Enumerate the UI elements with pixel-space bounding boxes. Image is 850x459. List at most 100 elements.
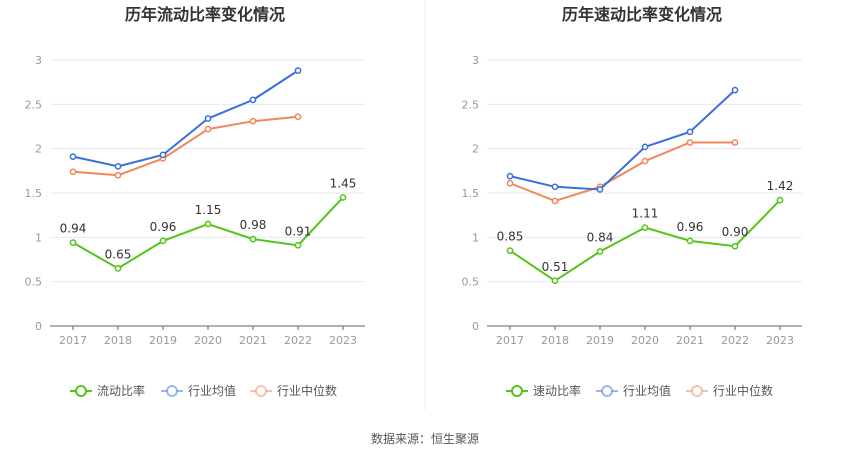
y-tick-label: 2.5 xyxy=(25,98,43,111)
y-tick-label: 1 xyxy=(35,231,42,244)
data-point-2-2020 xyxy=(204,125,212,133)
data-point-2-2022 xyxy=(294,113,302,121)
y-tick-label: 1.5 xyxy=(25,187,43,200)
chart-title: 历年流动比率变化情况 xyxy=(125,5,285,24)
data-point-0-2018 xyxy=(114,265,122,272)
data-point-1-2019 xyxy=(159,151,167,159)
x-tick-label: 2017 xyxy=(496,334,524,347)
data-label-2020: 1.11 xyxy=(632,207,659,221)
data-label-2017: 0.85 xyxy=(497,230,524,244)
y-tick-label: 2.5 xyxy=(462,98,480,111)
legend-swatch-marker-0 xyxy=(511,385,523,397)
legend-label-0: 流动比率 xyxy=(97,383,145,398)
data-point-1-2020 xyxy=(641,143,649,151)
data-point-0-2021 xyxy=(249,235,257,243)
data-point-1-2021 xyxy=(249,96,257,104)
data-point-0-2019 xyxy=(596,248,604,255)
data-point-0-2017 xyxy=(506,247,514,254)
x-tick-label: 2023 xyxy=(766,334,794,347)
y-tick-label: 0.5 xyxy=(462,276,480,289)
y-tick-label: 0 xyxy=(35,320,42,333)
data-point-1-2022 xyxy=(294,67,302,74)
data-label-2018: 0.51 xyxy=(542,260,569,274)
data-point-1-2020 xyxy=(204,115,212,122)
data-label-2017: 0.94 xyxy=(60,222,87,236)
data-point-1-2018 xyxy=(114,163,122,170)
data-label-2022: 0.91 xyxy=(285,224,312,238)
x-tick-label: 2020 xyxy=(631,334,659,347)
data-point-2-2021 xyxy=(686,139,694,146)
data-point-2-2017 xyxy=(506,179,514,187)
y-tick-label: 2 xyxy=(472,143,479,156)
x-tick-label: 2021 xyxy=(676,334,704,347)
data-label-2023: 1.42 xyxy=(767,179,794,193)
legend-label-1: 行业均值 xyxy=(623,383,671,398)
data-point-2-2020 xyxy=(641,157,649,165)
data-label-2022: 0.90 xyxy=(722,225,749,239)
data-point-1-2017 xyxy=(506,172,514,180)
data-point-1-2021 xyxy=(686,128,694,136)
data-point-2-2018 xyxy=(551,197,559,205)
y-tick-label: 3 xyxy=(472,54,479,67)
chart-title: 历年速动比率变化情况 xyxy=(562,5,722,24)
y-tick-label: 1 xyxy=(472,231,479,244)
series-line-1 xyxy=(509,89,736,191)
x-tick-label: 2017 xyxy=(59,334,87,347)
data-point-2-2017 xyxy=(69,168,77,176)
data-point-0-2022 xyxy=(731,242,739,250)
legend-label-2: 行业中位数 xyxy=(277,383,337,398)
data-point-0-2023 xyxy=(776,196,784,204)
data-source-note: 数据来源：恒生聚源 xyxy=(371,431,479,446)
data-point-1-2019 xyxy=(596,186,604,193)
legend-swatch-marker-2 xyxy=(255,385,267,397)
x-tick-label: 2018 xyxy=(541,334,569,347)
legend-swatch-marker-2 xyxy=(691,385,703,397)
data-label-2023: 1.45 xyxy=(330,176,357,190)
data-point-0-2023 xyxy=(339,194,347,201)
x-tick-label: 2019 xyxy=(149,334,177,347)
data-label-2019: 0.96 xyxy=(150,220,177,234)
data-point-2-2022 xyxy=(731,139,739,146)
data-label-2021: 0.98 xyxy=(240,218,267,232)
legend-swatch-marker-1 xyxy=(601,385,613,397)
x-tick-label: 2022 xyxy=(721,334,749,347)
x-tick-label: 2023 xyxy=(329,334,357,347)
x-tick-label: 2022 xyxy=(284,334,312,347)
series-line-2 xyxy=(509,141,735,203)
data-label-2021: 0.96 xyxy=(677,220,704,234)
data-point-0-2019 xyxy=(159,237,167,245)
y-tick-label: 2 xyxy=(35,143,42,156)
data-point-1-2018 xyxy=(551,183,559,191)
data-point-0-2017 xyxy=(69,239,77,247)
legend-swatch-marker-1 xyxy=(166,385,178,397)
legend-label-2: 行业中位数 xyxy=(713,383,773,398)
data-label-2020: 1.15 xyxy=(195,203,222,217)
y-tick-label: 0.5 xyxy=(25,276,43,289)
legend-label-1: 行业均值 xyxy=(188,383,236,398)
current-ratio-chart: 历年流动比率变化情况 0 0.5 1 1.5 2 2.5 3 2017 2018 2019 2020 2… xyxy=(25,5,365,398)
y-tick-label: 0 xyxy=(472,320,479,333)
x-tick-label: 2020 xyxy=(194,334,222,347)
data-label-2018: 0.65 xyxy=(105,247,132,261)
legend-swatch-marker-0 xyxy=(75,385,87,397)
x-tick-label: 2021 xyxy=(239,334,267,347)
data-point-1-2017 xyxy=(69,153,77,160)
y-tick-label: 3 xyxy=(35,54,42,67)
data-point-0-2020 xyxy=(641,224,649,231)
x-tick-label: 2018 xyxy=(104,334,132,347)
data-point-2-2021 xyxy=(249,117,257,125)
data-point-2-2018 xyxy=(114,171,122,179)
data-point-0-2020 xyxy=(204,220,212,228)
data-label-2019: 0.84 xyxy=(587,231,614,245)
series-line-1 xyxy=(72,69,299,168)
y-tick-label: 1.5 xyxy=(462,187,480,200)
data-point-0-2022 xyxy=(294,241,302,249)
legend-label-0: 速动比率 xyxy=(533,383,581,398)
data-point-1-2022 xyxy=(731,86,739,94)
series-line-2 xyxy=(72,115,299,177)
data-point-0-2018 xyxy=(551,277,559,285)
x-tick-label: 2019 xyxy=(586,334,614,347)
data-point-0-2021 xyxy=(686,237,694,245)
